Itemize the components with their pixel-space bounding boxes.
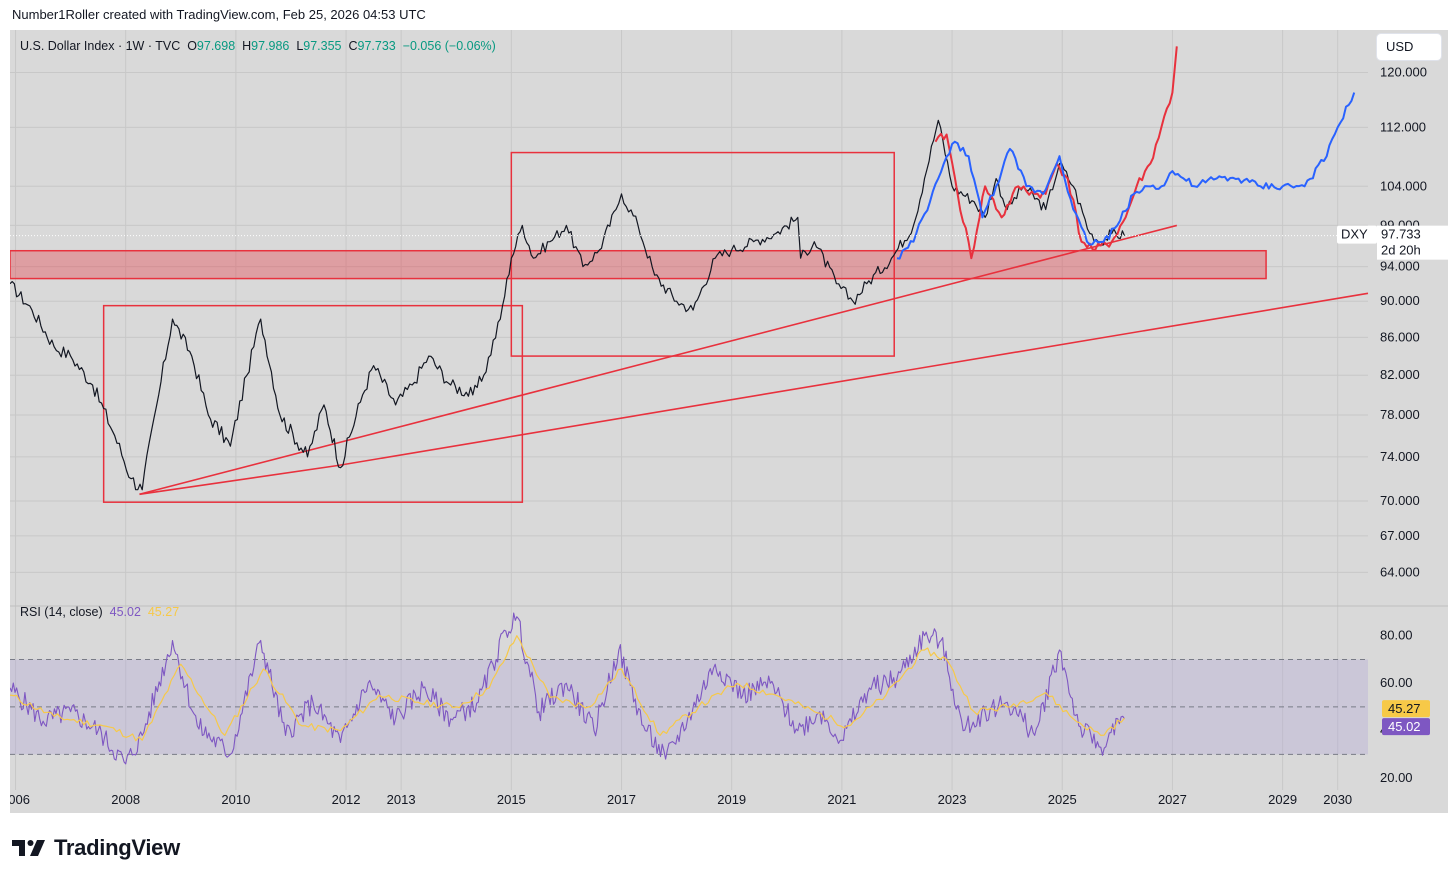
y-tick-label: 112.000: [1380, 119, 1426, 134]
y-tick-label: 90.000: [1380, 293, 1420, 308]
open-label: O: [187, 39, 197, 53]
close-value: 97.733: [357, 39, 396, 53]
trendline-minor: [139, 464, 338, 496]
support-zone-rect: [10, 249, 1267, 280]
rsi-title[interactable]: RSI (14, close): [20, 605, 103, 619]
x-tick-label: 2015: [497, 792, 526, 807]
x-tick-label: 2030: [1323, 792, 1352, 807]
symbol-tag-bg: [1337, 225, 1377, 244]
consolidation-box-2008: [102, 304, 524, 503]
footer-brand[interactable]: TradingView: [12, 834, 180, 862]
change-value: −0.056 (−0.06%): [402, 39, 496, 53]
projection-blue-line: [896, 92, 1356, 260]
y-tick-label: 82.000: [1380, 367, 1420, 382]
low-label: L: [296, 39, 304, 53]
currency-button[interactable]: USD: [1377, 34, 1441, 60]
chart-area[interactable]: 64.000 67.000 70.000 74.000 78.000 82.000 86.0…: [10, 30, 1448, 813]
chart-canvas[interactable]: 64.000 67.000 70.000 74.000 78.000 82.000 86.0…: [10, 30, 1448, 813]
y-tick-label: 70.000: [1380, 493, 1420, 508]
x-tick-label: 2029: [1268, 792, 1297, 807]
open-value: 97.698: [196, 39, 236, 53]
high-label: H: [242, 39, 252, 53]
x-tick-label: 2008: [111, 792, 140, 807]
x-tick-label: 2012: [332, 792, 361, 807]
x-tick-label: 2019: [717, 792, 746, 807]
price-tag-text: 97.733: [1381, 227, 1421, 242]
trendline-long: [337, 292, 1369, 467]
symbol-tag-text: DXY: [1341, 227, 1368, 242]
x-tick-label: 2017: [607, 792, 636, 807]
projection-red-line: [934, 46, 1178, 260]
low-value: 97.355: [303, 39, 342, 53]
rsi-value-text: 45.02: [1388, 719, 1421, 734]
x-tick-label: 2027: [1158, 792, 1187, 807]
x-tick-label: 2013: [387, 792, 416, 807]
y-tick-label: 94.000: [1380, 259, 1420, 274]
y-tick-label: 86.000: [1380, 329, 1420, 344]
y-tick-label: 120.000: [1380, 64, 1427, 79]
trendline-major: [139, 224, 1178, 496]
x-tick-label: 2010: [221, 792, 250, 807]
symbol-legend: U.S. Dollar Index · 1W · TVC O97.698 H97…: [20, 39, 496, 53]
price-line: [10, 119, 1126, 491]
rsi-line: [10, 612, 1125, 765]
rsi-legend: RSI (14, close) 45.02 45.27: [20, 605, 179, 619]
rsi-ma-value-text: 45.27: [1388, 701, 1421, 716]
price-tag-bg: [1377, 225, 1448, 260]
tradingview-logo-icon: [12, 840, 45, 856]
rsi-legend-value: 45.02: [109, 605, 141, 619]
y-tick-label: 78.000: [1380, 407, 1420, 422]
close-label: C: [348, 39, 358, 53]
rsi-ma-value-tag: [1382, 700, 1430, 718]
x-tick-label: 2023: [938, 792, 967, 807]
high-value: 97.986: [251, 39, 290, 53]
rsi-y-tick-label: 80.00: [1380, 628, 1413, 643]
y-tick-label: 74.000: [1380, 449, 1420, 464]
rsi-y-tick-label: 60.00: [1380, 675, 1413, 690]
rsi-value-tag: [1382, 718, 1430, 736]
x-tick-label: 2021: [827, 792, 856, 807]
rsi-ma-line: [10, 635, 1125, 742]
rsi-y-tick-label: 20.00: [1380, 770, 1413, 785]
y-tick-label: 104.000: [1380, 178, 1427, 193]
x-tick-label: 2006: [10, 792, 30, 807]
rsi-ma-legend-value: 45.27: [147, 605, 180, 619]
brand-name: TradingView: [54, 835, 180, 860]
y-tick-label: 67.000: [1380, 528, 1420, 543]
symbol-title[interactable]: U.S. Dollar Index · 1W · TVC: [20, 39, 181, 53]
countdown-text: 2d 20h: [1381, 243, 1421, 258]
attribution-text: Number1Roller created with TradingView.c…: [12, 7, 426, 22]
x-tick-label: 2025: [1048, 792, 1077, 807]
y-tick-label: 64.000: [1380, 564, 1420, 579]
